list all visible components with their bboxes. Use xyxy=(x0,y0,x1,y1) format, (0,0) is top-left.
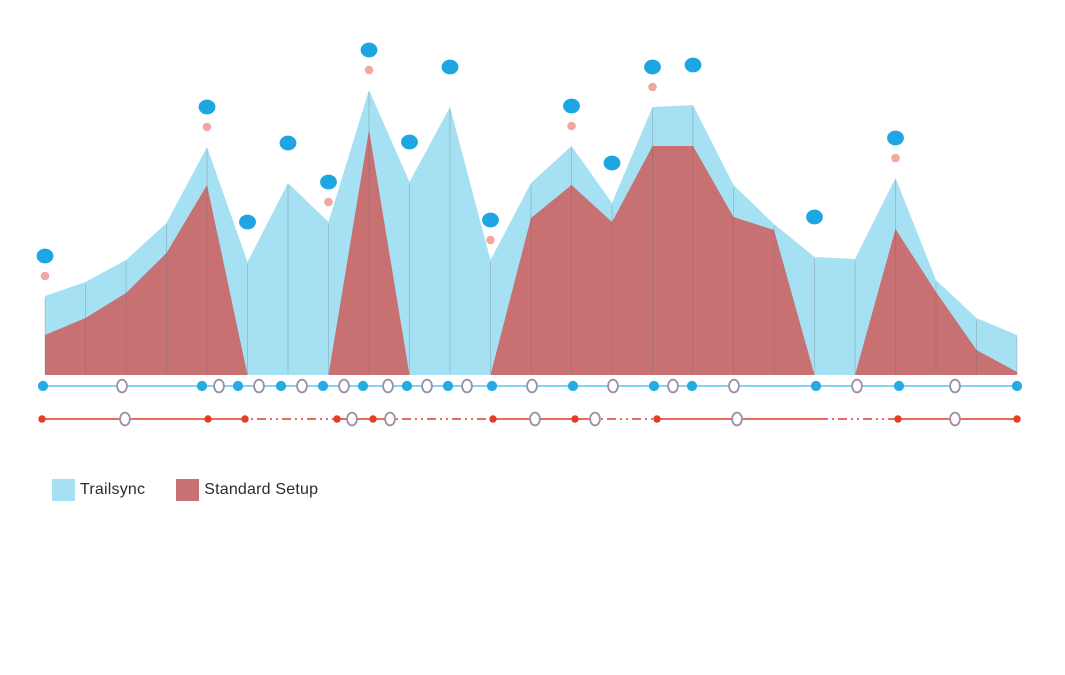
red-timeline-dot xyxy=(571,415,579,423)
red-timeline-open-circle xyxy=(731,411,743,427)
red-timeline-open-circle xyxy=(346,411,358,427)
blue-timeline-dot xyxy=(275,380,287,392)
standard-setup-float-dot xyxy=(364,65,374,75)
standard-setup-float-dot xyxy=(891,153,900,163)
blue-timeline-dot xyxy=(893,380,905,392)
blue-timeline-open-circle xyxy=(667,378,679,394)
standard-setup-float-dot xyxy=(567,121,576,131)
blue-timeline-open-circle xyxy=(526,378,538,394)
trailsync-float-dot xyxy=(684,57,702,73)
standard-setup-float-dot xyxy=(486,235,495,245)
trailsync-float-dot xyxy=(482,212,499,228)
trailsync-float-dot xyxy=(279,135,297,151)
blue-timeline-open-circle xyxy=(253,378,265,394)
standard-setup-label: Standard Setup xyxy=(204,481,319,498)
red-timeline-dot xyxy=(333,415,341,423)
trailsync-float-dot xyxy=(36,248,54,264)
red-timeline-open-circle xyxy=(529,411,541,427)
legend-item-standard-setup: Standard Setup xyxy=(176,479,318,501)
legend-item-trailsync: Trailsync xyxy=(52,479,145,501)
blue-timeline-open-circle xyxy=(461,378,473,394)
red-timeline-dot xyxy=(653,415,661,423)
red-timeline-open-circle xyxy=(384,411,396,427)
blue-timeline-open-circle xyxy=(607,378,619,394)
blue-timeline-open-circle xyxy=(296,378,308,394)
red-timeline-dot xyxy=(1013,415,1021,423)
trailsync-float-dot xyxy=(603,155,621,171)
standard-setup-float-dot xyxy=(648,82,657,92)
red-timeline-dot xyxy=(204,415,212,423)
trailsync-float-dot xyxy=(239,214,256,230)
trailsync-float-dot xyxy=(198,99,216,115)
blue-timeline-open-circle xyxy=(421,378,433,394)
trailsync-float-dot xyxy=(644,59,661,75)
standard-setup-area xyxy=(45,130,1017,375)
blue-timeline-open-circle xyxy=(382,378,394,394)
blue-timeline-open-circle xyxy=(949,378,961,394)
standard-setup-float-dot xyxy=(202,122,212,132)
trailsync-float-dot xyxy=(806,209,823,225)
red-timeline-open-circle xyxy=(949,411,961,427)
standard-setup-float-dot xyxy=(40,271,50,281)
blue-timeline-dot xyxy=(357,380,369,392)
blue-timeline-dot xyxy=(648,380,660,392)
red-timeline-open-circle xyxy=(119,411,131,427)
blue-timeline-dot xyxy=(317,380,329,392)
blue-timeline-dot xyxy=(442,380,454,392)
red-timeline-dot xyxy=(489,415,497,423)
trailsync-label: Trailsync xyxy=(80,481,146,498)
trailsync-float-dot xyxy=(887,130,904,146)
red-timeline-dot xyxy=(241,415,249,423)
red-timeline-open-circle xyxy=(589,411,601,427)
trailsync-float-dot xyxy=(563,98,580,114)
blue-timeline-dot xyxy=(401,380,413,392)
blue-timeline-open-circle xyxy=(728,378,740,394)
trailsync-float-dot xyxy=(360,42,378,58)
blue-timeline-dot xyxy=(37,380,49,392)
blue-timeline-dot xyxy=(196,380,208,392)
red-timeline-dot xyxy=(38,415,46,423)
blue-timeline-open-circle xyxy=(851,378,863,394)
blue-timeline-open-circle xyxy=(338,378,350,394)
blue-timeline-dot xyxy=(486,380,498,392)
blue-timeline-dot xyxy=(1011,380,1023,392)
blue-timeline-dot xyxy=(232,380,244,392)
blue-timeline-dot xyxy=(686,380,698,392)
standard-setup-float-dot xyxy=(324,197,333,207)
blue-timeline-open-circle xyxy=(213,378,225,394)
trailsync-float-dot xyxy=(320,174,337,190)
blue-timeline-open-circle xyxy=(116,378,128,394)
blue-timeline-dot xyxy=(567,380,579,392)
red-timeline-dot xyxy=(369,415,377,423)
red-timeline-dot xyxy=(894,415,902,423)
standard-setup-swatch xyxy=(176,479,200,501)
trailsync-float-dot xyxy=(441,59,459,75)
trailsync-float-dot xyxy=(401,134,418,150)
blue-timeline-dot xyxy=(810,380,822,392)
trailsync-swatch xyxy=(52,479,75,501)
chart-legend: Trailsync Standard Setup xyxy=(52,479,349,501)
